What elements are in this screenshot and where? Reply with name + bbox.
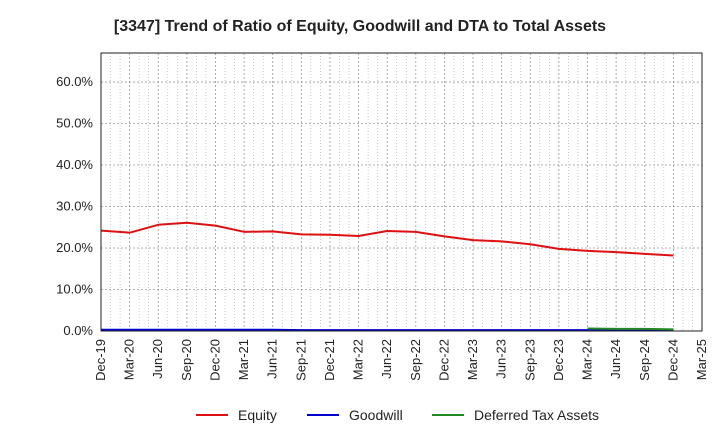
series-line-deferred-tax-assets [587, 327, 674, 331]
x-tick-label: Dec-20 [207, 339, 222, 381]
x-tick-label: Mar-23 [465, 339, 480, 380]
x-tick-label: Mar-20 [122, 339, 137, 380]
x-tick-label: Jun-21 [265, 339, 280, 379]
x-tick-label: Dec-21 [322, 339, 337, 381]
y-axis: 0.0% 10.0% 20.0% 30.0% 40.0% 50.0% 60.0% [56, 74, 93, 338]
x-tick-label: Sep-20 [179, 339, 194, 381]
legend-label-deferred-tax-assets: Deferred Tax Assets [474, 407, 599, 423]
x-tick-label: Dec-22 [436, 339, 451, 381]
x-axis: Dec-19 Mar-20 Jun-20 Sep-20 Dec-20 Mar-21 Jun-… [93, 339, 709, 381]
x-tick-label: Sep-21 [293, 339, 308, 381]
x-tick-label: Jun-22 [379, 339, 394, 379]
x-tick-label: Sep-24 [637, 339, 652, 381]
x-tick-label: Mar-21 [236, 339, 251, 380]
x-tick-label: Dec-19 [93, 339, 108, 381]
y-tick-label: 30.0% [56, 199, 93, 214]
x-tick-label: Mar-25 [694, 339, 709, 380]
x-tick-label: Mar-24 [580, 339, 595, 380]
series [100, 221, 674, 332]
grid [101, 53, 702, 331]
chart-title: [3347] Trend of Ratio of Equity, Goodwil… [114, 18, 606, 35]
legend-label-goodwill: Goodwill [349, 407, 403, 423]
y-tick-label: 10.0% [56, 282, 93, 297]
plot-frame [100, 52, 703, 332]
x-tick-label: Dec-24 [665, 339, 680, 381]
series-line-equity [100, 221, 674, 257]
x-tick-label: Sep-23 [522, 339, 537, 381]
y-tick-label: 20.0% [56, 240, 93, 255]
x-tick-label: Jun-23 [494, 339, 509, 379]
legend-label-equity: Equity [238, 407, 277, 423]
x-tick-label: Mar-22 [351, 339, 366, 380]
x-tick-label: Jun-20 [150, 339, 165, 379]
x-tick-label: Sep-22 [408, 339, 423, 381]
x-tick-label: Jun-24 [608, 339, 623, 379]
y-tick-label: 40.0% [56, 157, 93, 172]
legend: Equity Goodwill Deferred Tax Assets [196, 407, 599, 423]
y-tick-label: 60.0% [56, 74, 93, 89]
x-tick-label: Dec-23 [551, 339, 566, 381]
y-tick-label: 50.0% [56, 116, 93, 131]
y-tick-label: 0.0% [63, 323, 93, 338]
